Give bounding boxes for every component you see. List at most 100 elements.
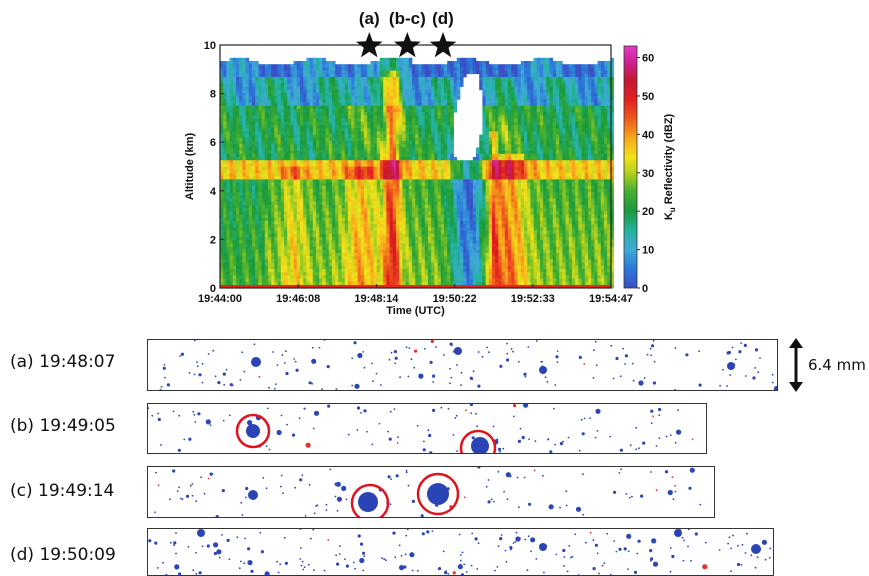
- particle: [314, 513, 316, 515]
- particle: [160, 444, 162, 446]
- particle: [506, 472, 511, 477]
- particle: [769, 557, 771, 559]
- particle: [371, 444, 373, 446]
- particle: [406, 470, 408, 472]
- particle: [431, 340, 434, 343]
- large-particle: [471, 437, 489, 453]
- particle: [682, 537, 684, 539]
- particle: [359, 558, 364, 563]
- particle: [525, 376, 527, 378]
- strip-b-label: (b) 19:49:05: [10, 416, 116, 436]
- particle: [653, 381, 656, 384]
- particle: [351, 385, 353, 387]
- particle: [518, 440, 521, 443]
- particle: [213, 542, 218, 547]
- particle: [644, 377, 646, 379]
- particle: [745, 375, 747, 377]
- particle: [285, 350, 287, 352]
- particle: [658, 408, 661, 411]
- particle: [705, 542, 707, 544]
- particle: [341, 486, 346, 491]
- particle: [549, 506, 551, 508]
- particle: [755, 348, 758, 351]
- marker-label: (a): [359, 9, 380, 28]
- particle: [507, 498, 509, 500]
- particle: [535, 440, 537, 442]
- particle: [239, 379, 241, 381]
- particle: [597, 553, 599, 555]
- particle: [284, 362, 286, 364]
- particle: [300, 547, 302, 549]
- particle: [759, 357, 761, 359]
- particle: [772, 382, 774, 384]
- particle: [305, 515, 307, 517]
- particle: [313, 428, 315, 430]
- particle: [389, 438, 392, 441]
- particle: [668, 490, 673, 495]
- particle: [324, 340, 326, 341]
- particle: [223, 384, 225, 386]
- particle: [195, 552, 197, 554]
- particle: [690, 468, 695, 473]
- particle: [449, 368, 451, 370]
- particle: [719, 549, 721, 551]
- particle: [178, 415, 180, 417]
- particle: [269, 449, 271, 451]
- particle: [732, 535, 734, 537]
- particle: [173, 411, 175, 413]
- particle: [582, 473, 584, 475]
- particle: [339, 553, 341, 555]
- particle: [530, 537, 535, 542]
- particle: [502, 448, 504, 450]
- particle: [389, 359, 391, 361]
- particle: [390, 478, 392, 480]
- particle: [453, 571, 456, 574]
- particle: [247, 547, 250, 550]
- particle: [563, 556, 565, 558]
- particle: [409, 347, 411, 349]
- particle: [675, 491, 677, 493]
- particle: [337, 510, 339, 512]
- particle: [175, 532, 177, 534]
- particle: [392, 532, 395, 535]
- particle: [524, 477, 526, 479]
- particle: [397, 442, 399, 444]
- particle: [633, 380, 635, 382]
- particle: [576, 507, 581, 512]
- particle: [241, 351, 243, 353]
- particle: [215, 375, 217, 377]
- particle: [732, 347, 734, 349]
- particle: [312, 347, 314, 349]
- particle: [590, 532, 592, 534]
- particle: [207, 544, 210, 547]
- particle: [346, 565, 349, 568]
- particle: [625, 493, 627, 495]
- particle: [432, 381, 434, 383]
- particle: [562, 549, 565, 552]
- particle: [595, 341, 597, 343]
- particle: [737, 545, 739, 547]
- particle: [296, 369, 299, 372]
- particle: [344, 558, 346, 560]
- particle: [626, 534, 631, 539]
- particle: [164, 377, 166, 379]
- particle: [460, 564, 462, 566]
- particle: [555, 554, 557, 556]
- particle: [511, 348, 513, 350]
- particle: [335, 554, 337, 556]
- particle: [280, 486, 282, 488]
- particle: [459, 534, 461, 536]
- particle: [563, 565, 565, 567]
- particle: [395, 357, 398, 360]
- particle: [593, 539, 595, 541]
- particle: [428, 434, 431, 437]
- particle: [727, 543, 729, 545]
- particle: [432, 530, 434, 532]
- particle: [466, 571, 468, 573]
- particle: [197, 412, 200, 415]
- particle: [335, 496, 337, 498]
- particle: [399, 545, 401, 547]
- particle: [461, 573, 464, 575]
- colorbar-tick-label: 20: [642, 206, 654, 218]
- marker-star: [394, 32, 421, 57]
